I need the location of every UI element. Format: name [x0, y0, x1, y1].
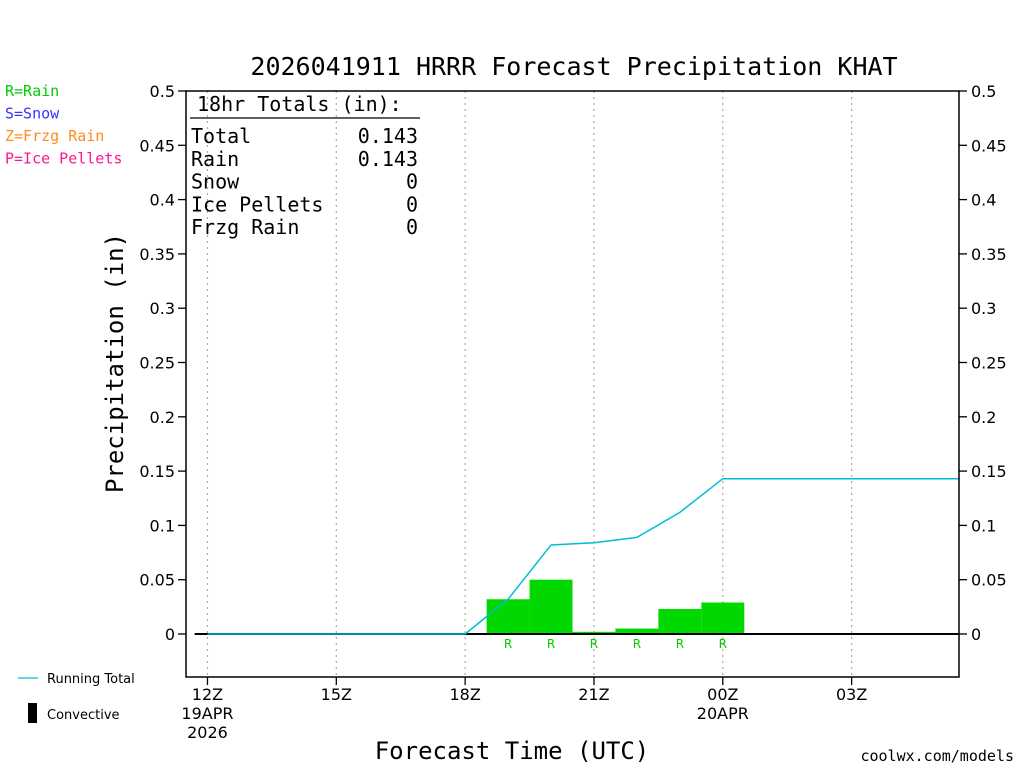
convective-legend-label: Convective	[47, 708, 120, 723]
y-axis-right: 0 0.05 0.1 0.15 0.2 0.25 0.3 0.35 0.4 0.45 0.5	[959, 82, 1007, 644]
y-tick-label-left: 0.25	[139, 354, 175, 373]
precip-bar	[658, 609, 702, 634]
y-tick-label-left: 0	[165, 625, 175, 644]
y-tick-label-left: 0.35	[139, 245, 175, 264]
y-tick-label-right: 0.35	[971, 245, 1007, 264]
x-tick-label: 15Z	[321, 685, 352, 704]
bar-type-label: R	[633, 637, 641, 651]
y-tick-label-right: 0.2	[971, 408, 996, 427]
x-tick-date: 19APR	[181, 704, 233, 723]
totals-heading: 18hr Totals (in):	[197, 92, 402, 116]
bar-type-label: R	[547, 637, 555, 651]
x-tick-label: 00Z	[707, 685, 738, 704]
vertical-grid	[206, 91, 853, 677]
totals-row-label: Snow	[191, 170, 240, 194]
x-tick-label: 12Z	[192, 685, 223, 704]
type-legend-item: Z=Frzg Rain	[5, 127, 104, 145]
bar-type-label: R	[719, 637, 727, 651]
y-tick-label-right: 0.1	[971, 516, 996, 535]
bottom-legend: Running Total Convective	[18, 672, 135, 723]
x-tick-year: 2026	[187, 723, 228, 742]
x-axis-label: Forecast Time (UTC)	[375, 737, 650, 765]
y-tick-label-right: 0.15	[971, 462, 1007, 481]
y-tick-label-right: 0.45	[971, 136, 1007, 155]
precip-bar	[486, 599, 530, 634]
running-total-line	[207, 477, 959, 635]
x-tick-date: 20APR	[697, 704, 749, 723]
site-credit: coolwx.com/models	[860, 747, 1014, 765]
convective-legend-swatch	[28, 703, 37, 723]
y-tick-label-left: 0.5	[150, 82, 175, 101]
plot-frame	[185, 90, 960, 678]
y-tick-label-right: 0	[971, 625, 981, 644]
precip-bar	[529, 579, 573, 634]
y-tick-label-right: 0.4	[971, 191, 996, 210]
bar-type-label: R	[504, 637, 512, 651]
y-axis-left: 0 0.05 0.1 0.15 0.2 0.25 0.3 0.35 0.4 0.45 0.5	[139, 82, 186, 644]
precip-bar	[615, 628, 659, 634]
running-total-legend-label: Running Total	[47, 672, 135, 687]
x-tick-label: 18Z	[449, 685, 480, 704]
totals-row-label: Ice Pellets	[191, 192, 323, 216]
bar-type-label: R	[590, 637, 598, 651]
y-tick-label-right: 0.5	[971, 82, 996, 101]
totals-row-value: 0	[406, 192, 418, 216]
chart-title: 2026041911 HRRR Forecast Precipitation K…	[250, 52, 897, 81]
y-tick-label-right: 0.05	[971, 571, 1007, 590]
totals-row-value: 0.143	[358, 147, 418, 171]
y-tick-label-left: 0.3	[150, 299, 175, 318]
y-tick-label-left: 0.4	[150, 191, 175, 210]
type-legend-item: P=Ice Pellets	[5, 150, 122, 168]
y-tick-label-left: 0.05	[139, 571, 175, 590]
x-tick-label: 03Z	[836, 685, 867, 704]
precip-type-legend: R=Rain S=Snow Z=Frzg Rain P=Ice Pellets	[5, 82, 122, 168]
bar-type-label: R	[676, 637, 684, 651]
precip-bar	[701, 602, 745, 634]
type-legend-item: S=Snow	[5, 105, 60, 123]
totals-row-label: Frzg Rain	[191, 215, 299, 239]
precip-bar	[572, 631, 616, 634]
y-tick-label-right: 0.25	[971, 354, 1007, 373]
y-tick-label-left: 0.1	[150, 516, 175, 535]
totals-row-value: 0	[406, 170, 418, 194]
y-tick-label-left: 0.45	[139, 136, 175, 155]
totals-box: 18hr Totals (in): Total 0.143 Rain 0.143 Sno…	[190, 92, 420, 239]
bars-group	[486, 579, 745, 634]
totals-row-label: Rain	[191, 147, 239, 171]
y-tick-label-left: 0.15	[139, 462, 175, 481]
y-axis-label: Precipitation (in)	[101, 233, 129, 493]
totals-row-value: 0.143	[358, 124, 418, 148]
totals-row-value: 0	[406, 215, 418, 239]
y-tick-label-left: 0.2	[150, 408, 175, 427]
type-legend-item: R=Rain	[5, 82, 59, 100]
y-tick-label-right: 0.3	[971, 299, 996, 318]
totals-row-label: Total	[191, 124, 251, 148]
x-tick-label: 21Z	[578, 685, 609, 704]
